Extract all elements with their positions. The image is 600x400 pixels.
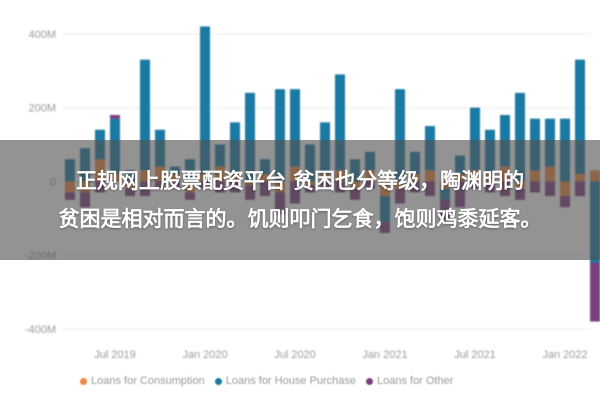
bar-segment-series-2 <box>590 262 600 322</box>
overlay-banner <box>0 140 600 260</box>
legend: Loans for Consumption Loans for House Pur… <box>80 372 453 390</box>
legend-label: Loans for Consumption <box>91 375 205 387</box>
bar-segment-series-2 <box>110 114 120 119</box>
bar-segment-series-1 <box>335 74 345 171</box>
overlay-line-1: 正规网上股票配资平台 贫困也分等级，陶渊明的 <box>75 169 525 193</box>
bar-segment-series-1 <box>470 107 480 171</box>
legend-item: Loans for Other <box>365 375 454 387</box>
x-tick-label: Jul 2021 <box>454 349 496 361</box>
bar-segment-series-1 <box>140 59 150 171</box>
bar-segment-series-1 <box>515 92 525 182</box>
legend-label: Loans for Other <box>376 375 454 387</box>
y-tick-label: -400M <box>25 324 56 336</box>
bar-segment-series-1 <box>200 26 210 175</box>
bar-segment-series-1 <box>395 89 405 182</box>
bar-segment-series-1 <box>245 92 255 182</box>
bar-segment-series-1 <box>275 89 285 182</box>
x-tick-label: Jan 2021 <box>362 349 407 361</box>
bar-segment-series-1 <box>290 89 300 167</box>
bar-segment-series-1 <box>575 59 585 175</box>
legend-item: Loans for House Purchase <box>214 375 356 387</box>
overlay-caption: 正规网上股票配资平台 贫困也分等级，陶渊明的 贫困是相对而言的。饥则叩门乞食，饱… <box>0 162 600 238</box>
x-tick-label: Jul 2019 <box>94 349 136 361</box>
x-tick-label: Jan 2022 <box>542 349 587 361</box>
overlay-line-2: 贫困是相对而言的。饥则叩门乞食，饱则鸡黍延客。 <box>58 207 542 231</box>
legend-item: Loans for Consumption <box>80 375 205 387</box>
y-tick-label: 200M <box>28 103 56 115</box>
y-tick-label: 400M <box>28 29 56 41</box>
x-tick-label: Jan 2020 <box>182 349 227 361</box>
legend-swatch <box>80 377 87 385</box>
x-tick-label: Jul 2020 <box>274 349 316 361</box>
legend-swatch <box>365 377 373 385</box>
legend-label: Loans for House Purchase <box>225 375 356 387</box>
legend-swatch <box>214 377 222 385</box>
